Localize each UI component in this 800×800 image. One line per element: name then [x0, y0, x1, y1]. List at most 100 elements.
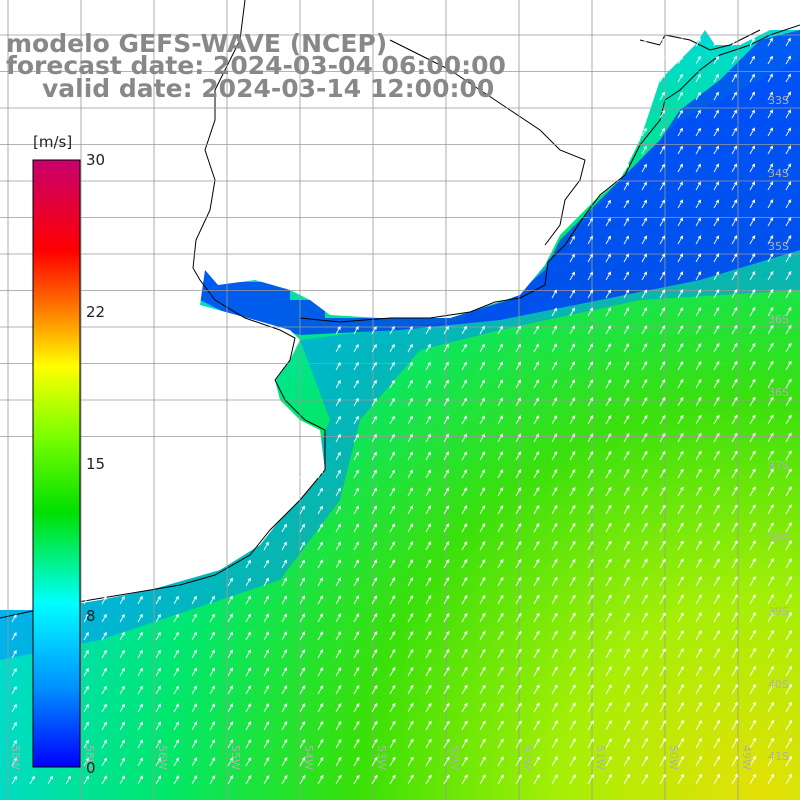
wind-arrow	[623, 56, 629, 65]
wind-arrow	[479, 720, 486, 731]
wind-arrow	[47, 775, 53, 785]
wind-arrow	[785, 163, 792, 173]
wind-arrow	[731, 324, 738, 335]
wind-arrow	[623, 773, 630, 785]
wind-arrow	[443, 487, 450, 497]
wind-arrow	[659, 343, 666, 353]
wind-arrow	[479, 666, 486, 677]
wind-arrow	[695, 773, 702, 785]
wind-arrow	[425, 361, 431, 371]
wind-arrow	[623, 38, 629, 47]
wind-arrow	[695, 217, 702, 227]
wind-arrow	[767, 647, 774, 659]
wind-arrow	[749, 127, 755, 137]
wind-arrow	[425, 523, 432, 533]
wind-arrow	[749, 199, 756, 209]
wind-arrow	[731, 181, 738, 191]
wind-arrow	[641, 343, 648, 353]
wind-arrow	[695, 307, 702, 317]
wind-arrow	[317, 649, 324, 659]
wind-arrow	[443, 684, 450, 695]
wind-arrow	[749, 414, 756, 425]
wind-arrow	[587, 271, 593, 281]
wind-arrow	[407, 523, 414, 533]
wind-arrow	[533, 702, 540, 713]
wind-arrow	[713, 755, 720, 767]
wind-arrow	[299, 487, 305, 497]
wind-arrow	[389, 379, 395, 389]
wind-arrow	[659, 414, 666, 425]
wind-arrow	[677, 91, 683, 101]
wind-arrow	[713, 217, 720, 227]
wind-arrow	[281, 577, 287, 587]
wind-arrow	[731, 289, 738, 299]
wind-arrow	[695, 648, 702, 659]
wind-arrow	[407, 487, 413, 497]
wind-arrow	[389, 631, 396, 641]
wind-arrow	[371, 325, 377, 335]
wind-arrow	[551, 594, 558, 605]
wind-arrow	[749, 271, 756, 281]
wind-arrow	[317, 667, 324, 677]
wind-arrow	[659, 684, 666, 695]
wind-arrow	[29, 775, 35, 785]
wind-arrow	[785, 396, 792, 407]
wind-arrow	[389, 595, 396, 605]
wind-arrow	[533, 325, 539, 335]
wind-arrow	[317, 523, 323, 533]
wind-arrow	[533, 684, 540, 695]
wind-arrow	[605, 684, 612, 695]
wind-arrow	[173, 613, 179, 623]
wind-arrow	[569, 415, 576, 425]
wind-arrow	[353, 433, 359, 443]
wind-arrow	[497, 523, 504, 533]
wind-arrow	[227, 685, 234, 695]
wind-arrow	[641, 648, 648, 659]
wind-arrow	[623, 504, 630, 515]
wind-arrow	[749, 109, 755, 119]
wind-arrow	[533, 397, 540, 407]
wind-arrow	[137, 775, 144, 785]
wind-arrow	[551, 558, 558, 569]
wind-arrow	[461, 684, 468, 695]
wind-arrow	[695, 630, 702, 641]
wind-arrow	[353, 469, 359, 479]
lon-label: 56W	[156, 745, 169, 770]
wind-arrow	[587, 666, 594, 677]
shallow-strip	[200, 30, 800, 335]
wind-arrow	[767, 701, 774, 713]
wind-arrow	[767, 450, 774, 461]
wind-arrow	[335, 433, 341, 443]
wind-arrow	[407, 577, 414, 587]
wind-arrow	[425, 559, 432, 569]
wind-arrow	[587, 450, 594, 461]
wind-arrow	[479, 379, 485, 389]
wind-arrow	[155, 631, 161, 641]
wind-arrow	[713, 558, 720, 569]
wind-arrow	[569, 504, 576, 515]
wind-arrow	[299, 577, 305, 587]
wind-arrow	[83, 631, 89, 641]
wind-arrow	[785, 288, 792, 299]
wind-arrow	[119, 685, 125, 695]
lat-label: 35S	[768, 240, 789, 253]
wind-arrow	[767, 109, 773, 119]
wind-arrow	[335, 631, 342, 641]
wind-arrow	[497, 558, 504, 569]
wind-arrow	[749, 522, 756, 533]
wind-arrow	[137, 685, 143, 695]
wind-arrow	[641, 630, 648, 641]
wind-arrow	[119, 613, 125, 623]
wind-arrow	[533, 756, 540, 767]
wind-arrow	[641, 127, 647, 137]
wind-arrow	[227, 757, 234, 767]
wind-arrow	[245, 559, 251, 569]
wind-arrow	[569, 468, 576, 479]
wind-arrow	[119, 595, 125, 605]
wind-arrow	[659, 612, 666, 623]
wind-arrow	[515, 522, 522, 533]
wind-arrow	[353, 613, 360, 623]
wind-arrow	[407, 595, 414, 605]
wind-arrow	[461, 523, 468, 533]
wind-arrow	[389, 487, 395, 497]
